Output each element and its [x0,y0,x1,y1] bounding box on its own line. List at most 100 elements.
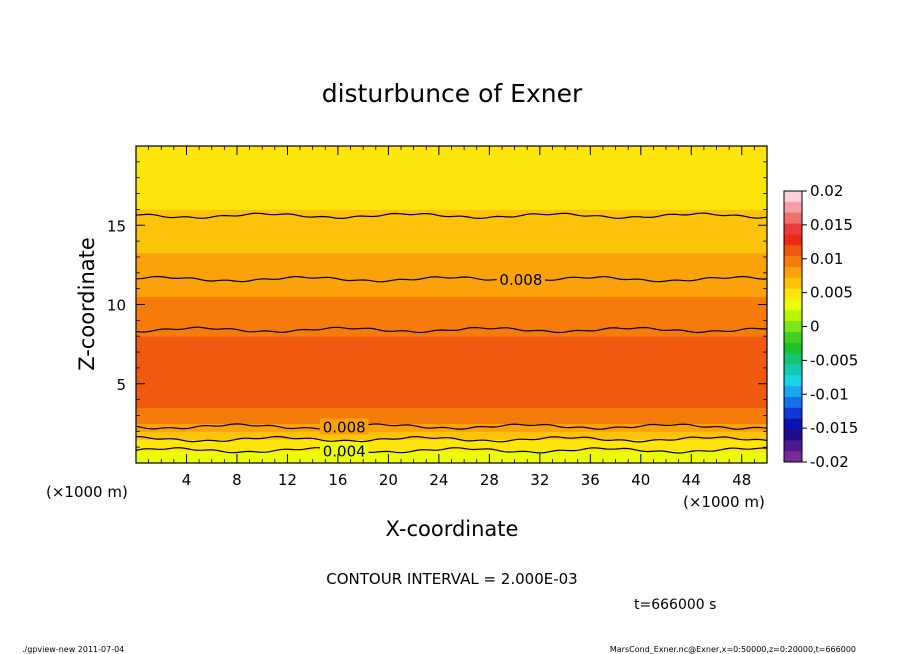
x-tick-label: 4 [182,471,192,489]
contour-label: 0.008 [323,419,366,437]
field-band [136,450,767,456]
field-band [136,307,767,313]
colorbar-segment [784,375,802,387]
field-band [136,284,767,290]
field-band [136,212,767,218]
field-band [136,430,767,436]
field-band [136,248,767,254]
colorbar-tick-label: 0.01 [810,250,843,268]
field-band [136,438,767,444]
colorbar-segment [784,201,802,214]
footer-right: MarsCond_Exner.nc@Exner,x=0:50000,z=0:20… [610,645,856,654]
field-band [136,383,767,389]
field-band [136,165,767,171]
contour-label: 0.004 [323,442,366,460]
field-band [136,339,767,345]
colorbar-segment [784,234,802,246]
field-band [136,280,767,286]
field-band [136,216,767,222]
colorbar-segment [784,212,802,225]
field-band [136,335,767,341]
field-band [136,395,767,401]
x-tick-label: 44 [682,471,701,489]
field-band [136,410,767,416]
contour-line [136,435,767,443]
contour-label-bg [319,442,369,459]
field-band [136,260,767,266]
field-band [136,300,767,305]
colorbar-segment [784,396,802,409]
field-band [136,157,767,163]
colorbar-segment [784,451,802,463]
colorbar-tick-label: 0.02 [810,182,843,200]
colorbar-segment [784,342,802,355]
colorbar-tick-label: -0.005 [810,351,858,369]
field-band [136,446,767,452]
colorbar-tick-label: 0.015 [810,216,853,234]
colorbar-segment [784,266,802,279]
field-band [136,379,767,385]
colorbar-tick-label: -0.015 [810,419,858,437]
field-band [136,311,767,317]
contour-interval-text: CONTOUR INTERVAL = 2.000E-03 [326,570,577,588]
colorbar-tick-label: 0.005 [810,284,853,302]
field-band [136,256,767,262]
field-band [136,177,767,183]
field-band [136,208,767,214]
contour-field [136,146,767,463]
field-band [136,359,767,365]
field-band [136,331,767,337]
colorbar-tick-label: 0 [810,318,820,336]
field-band [136,347,767,353]
colorbar-segment [784,288,802,300]
x-unit-right: (×1000 m) [683,493,765,511]
field-band [136,236,767,242]
colorbar-tick-label: -0.02 [810,453,849,471]
field-band [136,351,767,357]
x-axis: 4 8 12 16 20 24 28 32 36 40 44 48 [148,146,755,489]
field-band [136,173,767,179]
colorbar-segment [784,245,802,257]
colorbar-segment [784,386,802,398]
colorbar-segment [784,407,802,420]
field-band [136,355,767,361]
field-band [136,228,767,234]
field-band [136,296,767,302]
x-tick-label: 36 [581,471,600,489]
field-band [136,161,767,167]
x-tick-label: 20 [379,471,398,489]
field-band [136,197,767,202]
field-band [136,268,767,274]
contour-line [136,326,767,334]
colorbar-segment [784,223,802,235]
field-band [136,204,767,210]
contour-label-bg [319,418,369,435]
field-band [136,426,767,432]
contour-line [136,447,767,454]
field-band [136,399,767,405]
contour-line [136,423,767,430]
field-band [136,292,767,298]
field-band [136,323,767,329]
y-tick-label: 15 [107,217,126,235]
field-band [136,418,767,424]
time-text: t=666000 s [634,597,716,613]
field-band [136,189,767,195]
field-band [136,288,767,294]
contour-lines: 0.004 0.008 0.008 [136,212,767,460]
field-band [136,422,767,428]
field-band [136,264,767,270]
field-band [136,442,767,448]
contour-label-bg [496,271,546,288]
field-band [136,391,767,397]
colorbar-segment [784,277,802,290]
field-band [136,153,767,159]
colorbar: 0.02 0.015 0.01 0.005 0 -0.005 -0.01 -0.015 -0.0… [783,182,858,471]
field-band [136,315,767,321]
colorbar-segment [784,331,802,344]
y-tick-label: 10 [107,297,126,315]
field-band [136,343,767,349]
field-band [136,375,767,381]
field-band [136,272,767,278]
colorbar-segment [784,353,802,365]
